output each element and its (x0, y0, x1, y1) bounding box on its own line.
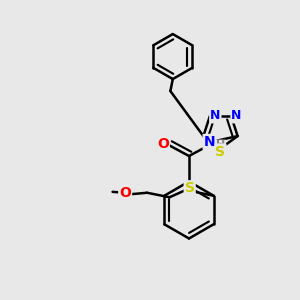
Text: O: O (157, 137, 169, 151)
Text: S: S (185, 181, 195, 195)
Text: O: O (119, 186, 131, 200)
Text: N: N (204, 135, 215, 149)
Text: N: N (231, 110, 242, 122)
Text: H: H (216, 140, 225, 151)
Text: S: S (215, 145, 226, 158)
Text: N: N (210, 110, 220, 122)
